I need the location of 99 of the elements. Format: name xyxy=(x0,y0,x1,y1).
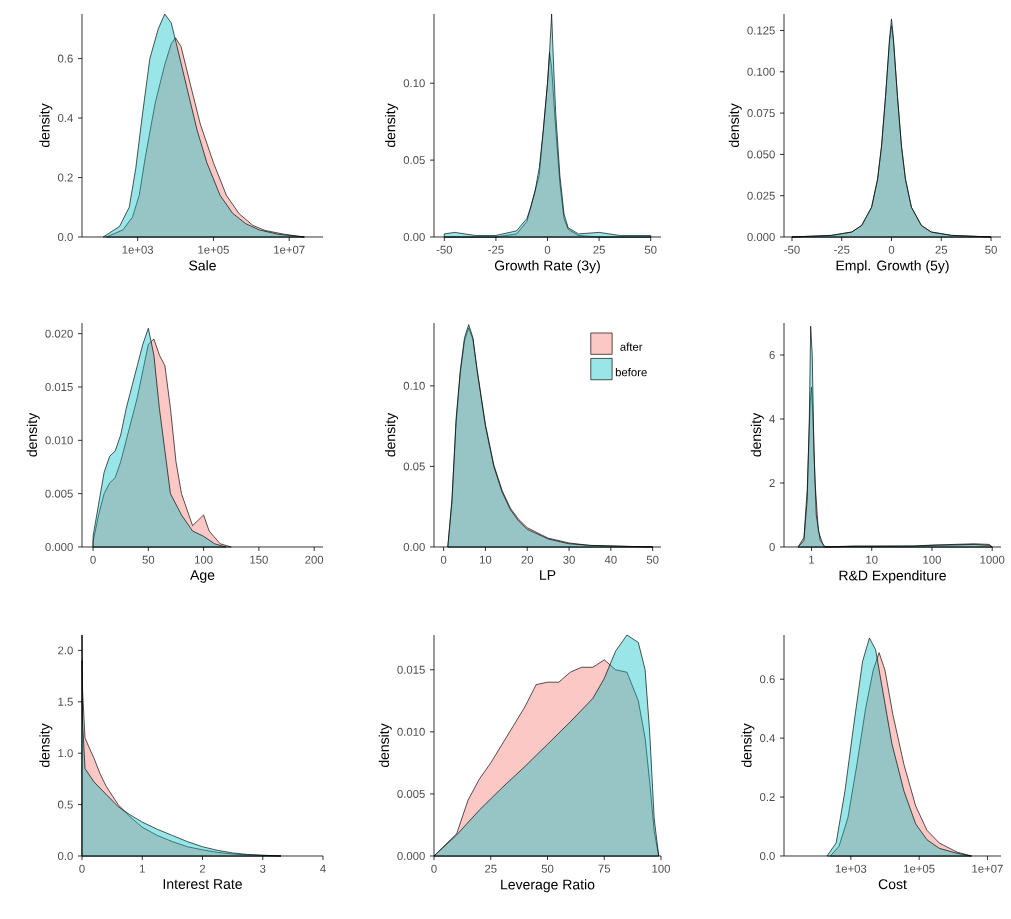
x-tick-label: -25 xyxy=(488,245,504,254)
y-tick-label: 0.000 xyxy=(747,232,775,241)
x-tick-label: 50 xyxy=(541,864,554,873)
x-tick-label: 0 xyxy=(888,245,895,254)
y-tick-label: 0.0 xyxy=(57,852,73,860)
y-tick-label: 0.5 xyxy=(57,800,73,809)
x-tick-label: -50 xyxy=(784,245,800,254)
x-axis-title: Interest Rate xyxy=(163,879,242,889)
y-axis-title: density xyxy=(26,412,40,457)
y-tick-label: 0.005 xyxy=(45,489,73,498)
x-tick-label: 100 xyxy=(923,555,941,564)
x-tick-label: 40 xyxy=(604,555,617,564)
x-tick-label: 25 xyxy=(593,245,605,254)
y-axis-title: density xyxy=(728,103,742,148)
y-tick-label: 2.0 xyxy=(58,646,73,655)
y-axis-title: density xyxy=(385,103,399,148)
y-tick-label: 2 xyxy=(769,479,775,487)
y-tick-label: 0.015 xyxy=(45,382,73,391)
x-tick-label: 0 xyxy=(79,864,85,873)
x-tick-label: 0 xyxy=(431,864,437,873)
x-tick-label: 75 xyxy=(598,864,611,873)
y-tick-label: 0.0 xyxy=(759,851,775,860)
y-tick-label: 0.6 xyxy=(57,54,73,63)
y-tick-label: 0.05 xyxy=(403,462,425,471)
y-axis-title: density xyxy=(750,412,764,457)
y-tick-label: 0.0 xyxy=(57,232,73,241)
x-tick-label: 50 xyxy=(646,555,659,564)
y-tick-label: 0.015 xyxy=(397,665,425,674)
x-tick-label: 30 xyxy=(563,555,575,564)
y-tick-label: 0.100 xyxy=(747,67,775,76)
x-tick-label: 0 xyxy=(90,555,96,564)
x-tick-label: 3 xyxy=(260,864,266,873)
x-tick-label: -50 xyxy=(436,245,453,254)
x-tick-label: 1 xyxy=(139,864,145,873)
y-tick-label: 0.025 xyxy=(747,191,775,200)
x-tick-label: 2 xyxy=(199,864,206,873)
x-tick-label: 0 xyxy=(544,245,551,254)
x-tick-label: -25 xyxy=(834,245,850,254)
legend-label: after xyxy=(620,342,643,351)
y-axis-title: density xyxy=(385,412,399,457)
x-tick-label: 1000 xyxy=(980,555,1005,564)
y-tick-label: 0.2 xyxy=(759,793,775,802)
y-tick-label: 0.00 xyxy=(403,542,425,551)
y-tick-label: 0.000 xyxy=(45,542,73,551)
y-tick-label: 0.010 xyxy=(397,727,425,736)
x-tick-label: 50 xyxy=(644,245,657,254)
y-tick-label: 0.00 xyxy=(403,232,425,241)
y-tick-label: 0.050 xyxy=(747,150,775,159)
y-tick-label: 4 xyxy=(769,415,775,423)
x-tick-label: 25 xyxy=(485,864,497,873)
y-tick-label: 0.10 xyxy=(403,79,425,88)
y-tick-label: 0.005 xyxy=(397,789,425,798)
x-tick-label: 4 xyxy=(320,864,326,873)
y-tick-label: 0 xyxy=(769,542,775,551)
x-axis-title: R&D Expenditure xyxy=(839,570,946,584)
y-axis-title: density xyxy=(741,723,755,768)
y-tick-label: 0.000 xyxy=(397,851,425,860)
y-tick-label: 0.125 xyxy=(747,26,775,35)
y-tick-label: 1.0 xyxy=(58,749,73,758)
x-tick-label: 50 xyxy=(985,245,997,254)
x-tick-label: 1e+07 xyxy=(274,245,305,254)
y-tick-label: 0.075 xyxy=(747,109,775,118)
x-tick-label: 100 xyxy=(195,555,213,564)
y-axis-title: density xyxy=(39,103,53,148)
x-tick-label: 1 xyxy=(809,555,815,564)
y-tick-label: 0.10 xyxy=(403,381,425,390)
x-axis-title: Age xyxy=(190,570,215,583)
y-axis-title: density xyxy=(39,723,53,768)
x-tick-label: 1e+03 xyxy=(122,245,154,254)
x-tick-label: 10 xyxy=(479,555,492,564)
x-tick-label: 1e+05 xyxy=(198,245,229,254)
y-tick-label: 0.4 xyxy=(759,734,775,743)
x-axis-title: LP xyxy=(540,570,556,580)
y-tick-label: 0.05 xyxy=(403,156,425,165)
y-tick-label: 6 xyxy=(769,350,775,359)
y-tick-label: 0.010 xyxy=(45,436,73,445)
y-tick-label: 0.4 xyxy=(57,114,73,123)
x-tick-label: 50 xyxy=(142,555,155,564)
x-tick-label: 1e+05 xyxy=(904,864,935,873)
x-axis-title: Sale xyxy=(189,260,216,271)
legend-label: before xyxy=(615,367,647,377)
y-tick-label: 1.5 xyxy=(58,697,73,706)
x-axis-title: Cost xyxy=(878,879,907,890)
x-tick-label: 150 xyxy=(250,555,268,564)
x-tick-label: 200 xyxy=(305,555,324,564)
x-tick-label: 20 xyxy=(521,555,534,564)
x-axis-title: Leverage Ratio xyxy=(501,879,595,893)
y-tick-label: 0.020 xyxy=(45,329,73,338)
y-tick-label: 0.6 xyxy=(759,675,775,684)
x-tick-label: 1e+07 xyxy=(972,864,1003,873)
x-tick-label: 0 xyxy=(440,555,447,564)
x-tick-label: 25 xyxy=(935,245,948,254)
y-axis-title: density xyxy=(378,723,392,768)
x-tick-label: 1e+03 xyxy=(835,864,867,873)
x-tick-label: 100 xyxy=(652,864,671,873)
y-tick-label: 0.2 xyxy=(57,173,73,182)
x-axis-title: Growth Rate (3y) xyxy=(494,260,600,274)
x-tick-label: 10 xyxy=(866,555,878,564)
x-axis-title: Empl. Growth (5y) xyxy=(836,260,949,274)
